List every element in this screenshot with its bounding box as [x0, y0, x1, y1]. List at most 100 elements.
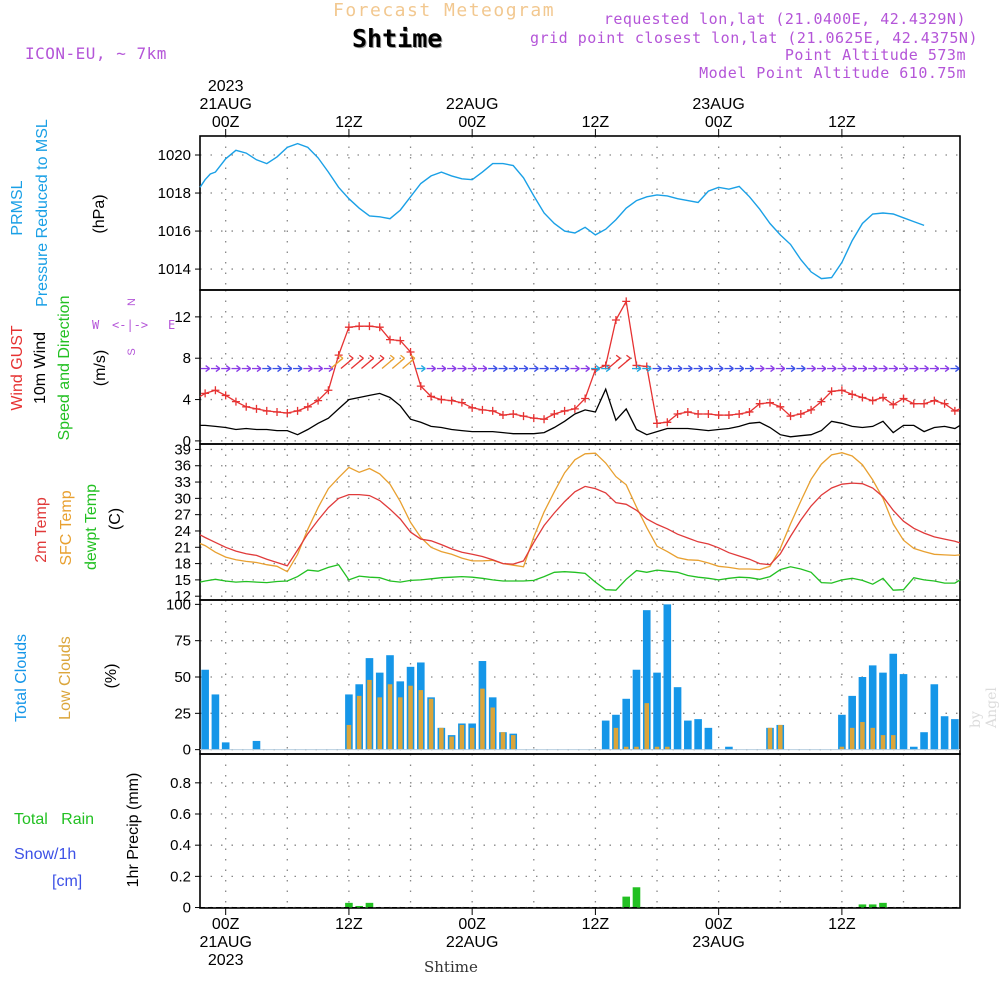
gust-marker	[427, 392, 436, 401]
y-tick-label: 0	[183, 433, 191, 450]
low-cloud-bar	[408, 685, 413, 750]
wind-barb-head	[554, 365, 560, 373]
rain-bar	[868, 904, 877, 908]
wind-barb-head	[389, 354, 395, 362]
wind-barb-head	[236, 365, 241, 373]
total-cloud-bar	[838, 714, 846, 750]
wind-barb-head	[811, 365, 816, 373]
gust-marker	[334, 351, 343, 360]
gust-marker	[724, 411, 733, 420]
total-cloud-bar	[601, 720, 610, 750]
wind-barb-head	[420, 365, 426, 373]
rain-bar	[365, 902, 374, 908]
total-cloud-bar	[622, 698, 631, 750]
wind-barb-head	[297, 365, 303, 373]
wind-barb-head	[770, 365, 775, 373]
x-tick-label-bottom: 23AUG	[692, 934, 744, 951]
total-cloud-bar	[684, 720, 692, 750]
wind-barb-head	[759, 365, 765, 373]
low-cloud-bar	[428, 698, 434, 750]
total-cloud-bar	[940, 716, 949, 750]
wind-barb-head	[924, 365, 929, 373]
y-tick-label: 1020	[158, 147, 191, 164]
low-cloud-bar	[490, 707, 495, 750]
y-tick-label: 12	[174, 309, 191, 326]
total-cloud-bar	[694, 719, 702, 750]
wind-barb-head	[359, 354, 364, 362]
wind-barb-head	[492, 365, 498, 373]
gust-marker	[242, 402, 251, 411]
panel-frame	[199, 289, 961, 445]
gust-marker	[416, 382, 425, 391]
gust-marker	[704, 410, 713, 419]
x-tick-label-top: 12Z	[335, 114, 363, 131]
y-tick-label: 50	[174, 669, 191, 686]
wind-barb-head	[749, 365, 755, 373]
x-tick-label-bottom: 2023	[208, 952, 244, 969]
panel-frame	[199, 443, 961, 601]
low-cloud-bar	[387, 684, 393, 750]
wind-barb-head	[872, 365, 878, 373]
x-tick-label-bottom: 22AUG	[446, 934, 498, 951]
wind-barb-head	[687, 365, 693, 373]
wind-barb-head	[503, 365, 508, 373]
gust-marker	[827, 387, 836, 396]
wind-barb-head	[893, 365, 899, 373]
wind-barb-head	[800, 365, 806, 373]
gust-marker	[540, 415, 549, 424]
gust-marker	[735, 410, 744, 419]
rain-bar	[858, 904, 867, 908]
total-cloud-bar	[653, 672, 661, 750]
y-tick-label: 15	[174, 572, 191, 589]
wind-barb-head	[482, 365, 488, 373]
gust-marker	[663, 418, 672, 427]
wind-barb-head	[718, 365, 724, 373]
y-tick-label: 18	[174, 556, 191, 573]
wind-barb-head	[667, 365, 673, 373]
gust-marker	[776, 402, 785, 411]
gust-marker	[293, 406, 302, 415]
gust-marker	[406, 348, 415, 357]
x-tick-label-bottom: 12Z	[828, 916, 856, 933]
panel-frame	[199, 753, 961, 909]
gust-marker	[273, 407, 282, 416]
total-cloud-bar	[725, 746, 733, 750]
footer-station: Shtime	[424, 958, 478, 976]
low-cloud-bar	[613, 727, 619, 750]
wind-barb-head	[513, 365, 519, 373]
total-cloud-bar	[920, 732, 928, 750]
gust-marker	[796, 410, 805, 419]
gust-marker	[920, 399, 929, 408]
gust-marker	[488, 406, 497, 415]
wind-barb-head	[523, 365, 529, 373]
snow-unit-label: [cm]	[52, 873, 83, 890]
model-name: ICON-EU, ~ 7km	[25, 44, 167, 63]
rain-bar	[622, 896, 631, 908]
low-cloud-bar	[398, 697, 403, 750]
gust-marker	[519, 412, 528, 421]
gust-marker	[837, 386, 846, 395]
gust-marker	[252, 404, 261, 413]
gust-marker	[468, 403, 477, 412]
wind-barb-head	[287, 365, 293, 373]
wind-barb-head	[574, 365, 580, 373]
gust-marker	[221, 391, 230, 400]
low-cloud-bar	[439, 727, 444, 750]
x-tick-label-top: 12Z	[828, 114, 856, 131]
x-tick-label-bottom: 12Z	[582, 916, 610, 933]
wind-barb-head	[205, 365, 211, 373]
total-cloud-bar	[673, 687, 682, 750]
y-tick-label: 0.4	[170, 837, 191, 854]
wind-barb-head	[431, 365, 436, 373]
meteogram-title: Forecast Meteogram	[333, 0, 556, 21]
compass-e: E	[168, 318, 176, 332]
gust-marker	[201, 389, 210, 398]
gust-marker	[570, 404, 579, 413]
y-tick-label: 30	[174, 490, 191, 507]
low-cloud-bar	[500, 732, 506, 750]
wind-barb-head	[780, 365, 786, 373]
gust-marker	[653, 419, 662, 428]
gust-marker	[807, 405, 816, 414]
gust-marker	[211, 386, 220, 395]
